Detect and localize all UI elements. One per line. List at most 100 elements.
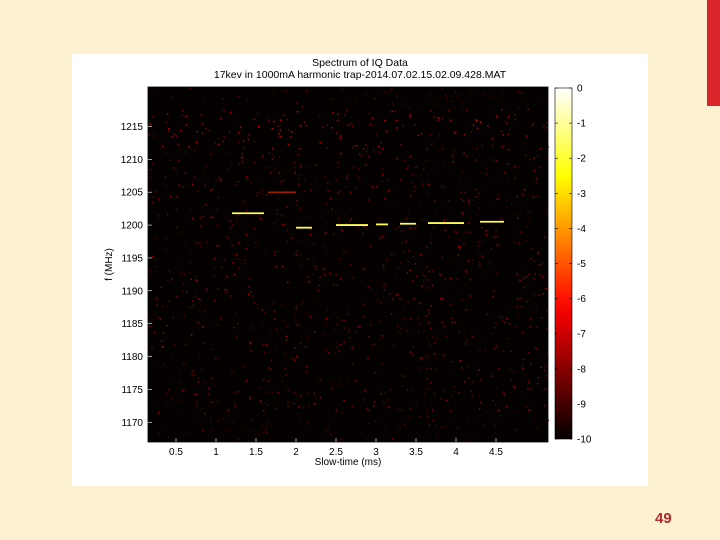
noise-point (241, 153, 243, 155)
noise-point (199, 246, 202, 248)
noise-point (190, 334, 193, 337)
noise-point (262, 431, 265, 434)
noise-point (481, 227, 483, 229)
noise-point (294, 172, 296, 175)
noise-point (457, 254, 459, 257)
noise-point (376, 421, 379, 424)
noise-point (195, 393, 198, 395)
noise-point (277, 391, 279, 394)
noise-point (541, 317, 543, 319)
noise-point (430, 382, 432, 384)
noise-point (520, 297, 522, 299)
noise-point (261, 189, 263, 191)
noise-point (334, 297, 337, 299)
noise-point (485, 173, 487, 175)
x-tick-label: 4 (453, 447, 459, 458)
noise-point (380, 386, 383, 388)
noise-point (517, 165, 519, 168)
noise-point (286, 417, 288, 420)
noise-point (444, 162, 446, 164)
noise-point (217, 420, 219, 422)
noise-point (270, 359, 273, 362)
noise-point (165, 249, 167, 251)
noise-point (220, 88, 223, 90)
noise-point (379, 236, 382, 239)
noise-point (480, 401, 482, 404)
noise-point (513, 242, 515, 244)
noise-point (178, 399, 180, 402)
noise-point (211, 377, 213, 379)
noise-point (336, 340, 338, 343)
noise-point (158, 200, 160, 203)
noise-point (448, 200, 450, 202)
noise-point (492, 93, 494, 95)
noise-point (504, 391, 506, 394)
noise-point (409, 156, 411, 158)
noise-point (445, 99, 447, 102)
noise-point (252, 234, 254, 237)
noise-point (421, 271, 423, 273)
noise-point (273, 427, 275, 429)
noise-point (345, 251, 347, 253)
noise-point (540, 366, 542, 369)
noise-point (223, 429, 225, 432)
noise-point (499, 217, 502, 220)
noise-point (357, 176, 359, 179)
noise-point (326, 202, 328, 204)
noise-point (460, 216, 463, 219)
accent-bar (707, 0, 720, 106)
noise-point (334, 329, 336, 332)
noise-point (442, 297, 444, 300)
noise-point (530, 247, 533, 250)
noise-point (191, 373, 193, 376)
noise-point (194, 295, 197, 297)
noise-point (162, 332, 165, 334)
noise-point (165, 426, 167, 429)
noise-point (172, 418, 174, 421)
noise-point (389, 90, 391, 92)
noise-point (326, 222, 328, 225)
noise-point (470, 279, 472, 281)
noise-point (148, 134, 151, 136)
noise-point (412, 256, 415, 258)
noise-point (172, 316, 174, 318)
noise-point (226, 291, 228, 293)
noise-point (443, 219, 445, 221)
noise-point (365, 390, 367, 393)
noise-point (477, 245, 479, 247)
noise-point (546, 122, 548, 124)
noise-point (300, 426, 302, 428)
noise-point (433, 116, 435, 118)
noise-point (340, 383, 342, 385)
noise-point (501, 145, 503, 148)
noise-point (180, 271, 182, 274)
noise-point (422, 105, 424, 107)
noise-point (305, 216, 308, 218)
noise-point (315, 398, 317, 400)
noise-point (492, 399, 494, 401)
noise-point (284, 353, 286, 355)
noise-point (305, 90, 307, 92)
noise-point (339, 320, 342, 322)
noise-point (392, 228, 395, 231)
noise-point (446, 95, 448, 98)
noise-point (341, 412, 343, 414)
noise-point (150, 357, 152, 359)
noise-point (448, 236, 450, 238)
x-tick-label: 4.5 (489, 447, 503, 458)
noise-point (197, 190, 199, 192)
noise-point (197, 376, 200, 379)
noise-point (411, 280, 414, 282)
noise-point (151, 321, 153, 324)
noise-point (167, 130, 170, 132)
noise-point (278, 156, 280, 158)
noise-point (478, 192, 480, 195)
noise-point (528, 211, 531, 213)
noise-point (374, 343, 377, 345)
noise-point (374, 98, 376, 100)
noise-point (536, 306, 538, 308)
noise-point (351, 146, 354, 149)
noise-point (426, 357, 429, 359)
noise-point (358, 153, 361, 155)
noise-point (533, 278, 535, 280)
